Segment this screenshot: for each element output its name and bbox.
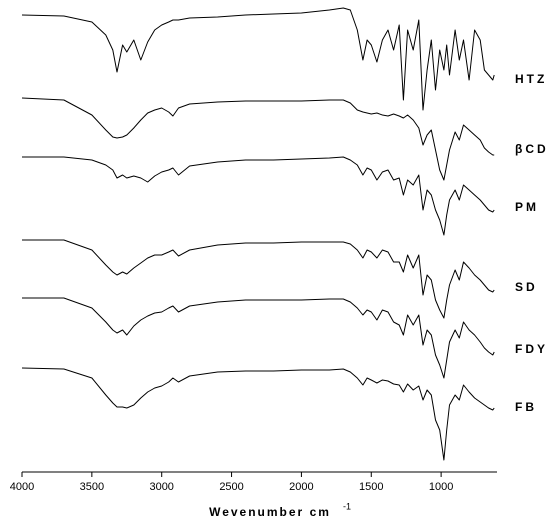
series-label: βCD [515,142,549,156]
series-label: HTZ [515,72,547,86]
spectrum-line [21,7,495,111]
x-tick-label: 3500 [80,481,104,493]
x-tick-label: 1000 [429,481,453,493]
spectrum-line [22,297,495,379]
x-tick-label: 3000 [149,481,173,493]
series-label: SD [515,280,538,294]
spectrum-line [21,97,495,181]
series-label: PM [515,200,539,214]
x-tick-label: 2000 [289,481,313,493]
spectrum-line [22,239,495,319]
x-tick-label: 4000 [10,481,34,493]
x-tick-label: 2500 [219,481,243,493]
x-tick-label: 1500 [359,481,383,493]
x-axis-label-superscript: -1 [343,501,351,511]
series-label: FDY [515,342,548,356]
spectrum-line [21,367,495,461]
spectrum-line [22,156,495,236]
series-label: FB [515,400,537,414]
x-axis-label: Wevenumber cm [209,505,331,519]
